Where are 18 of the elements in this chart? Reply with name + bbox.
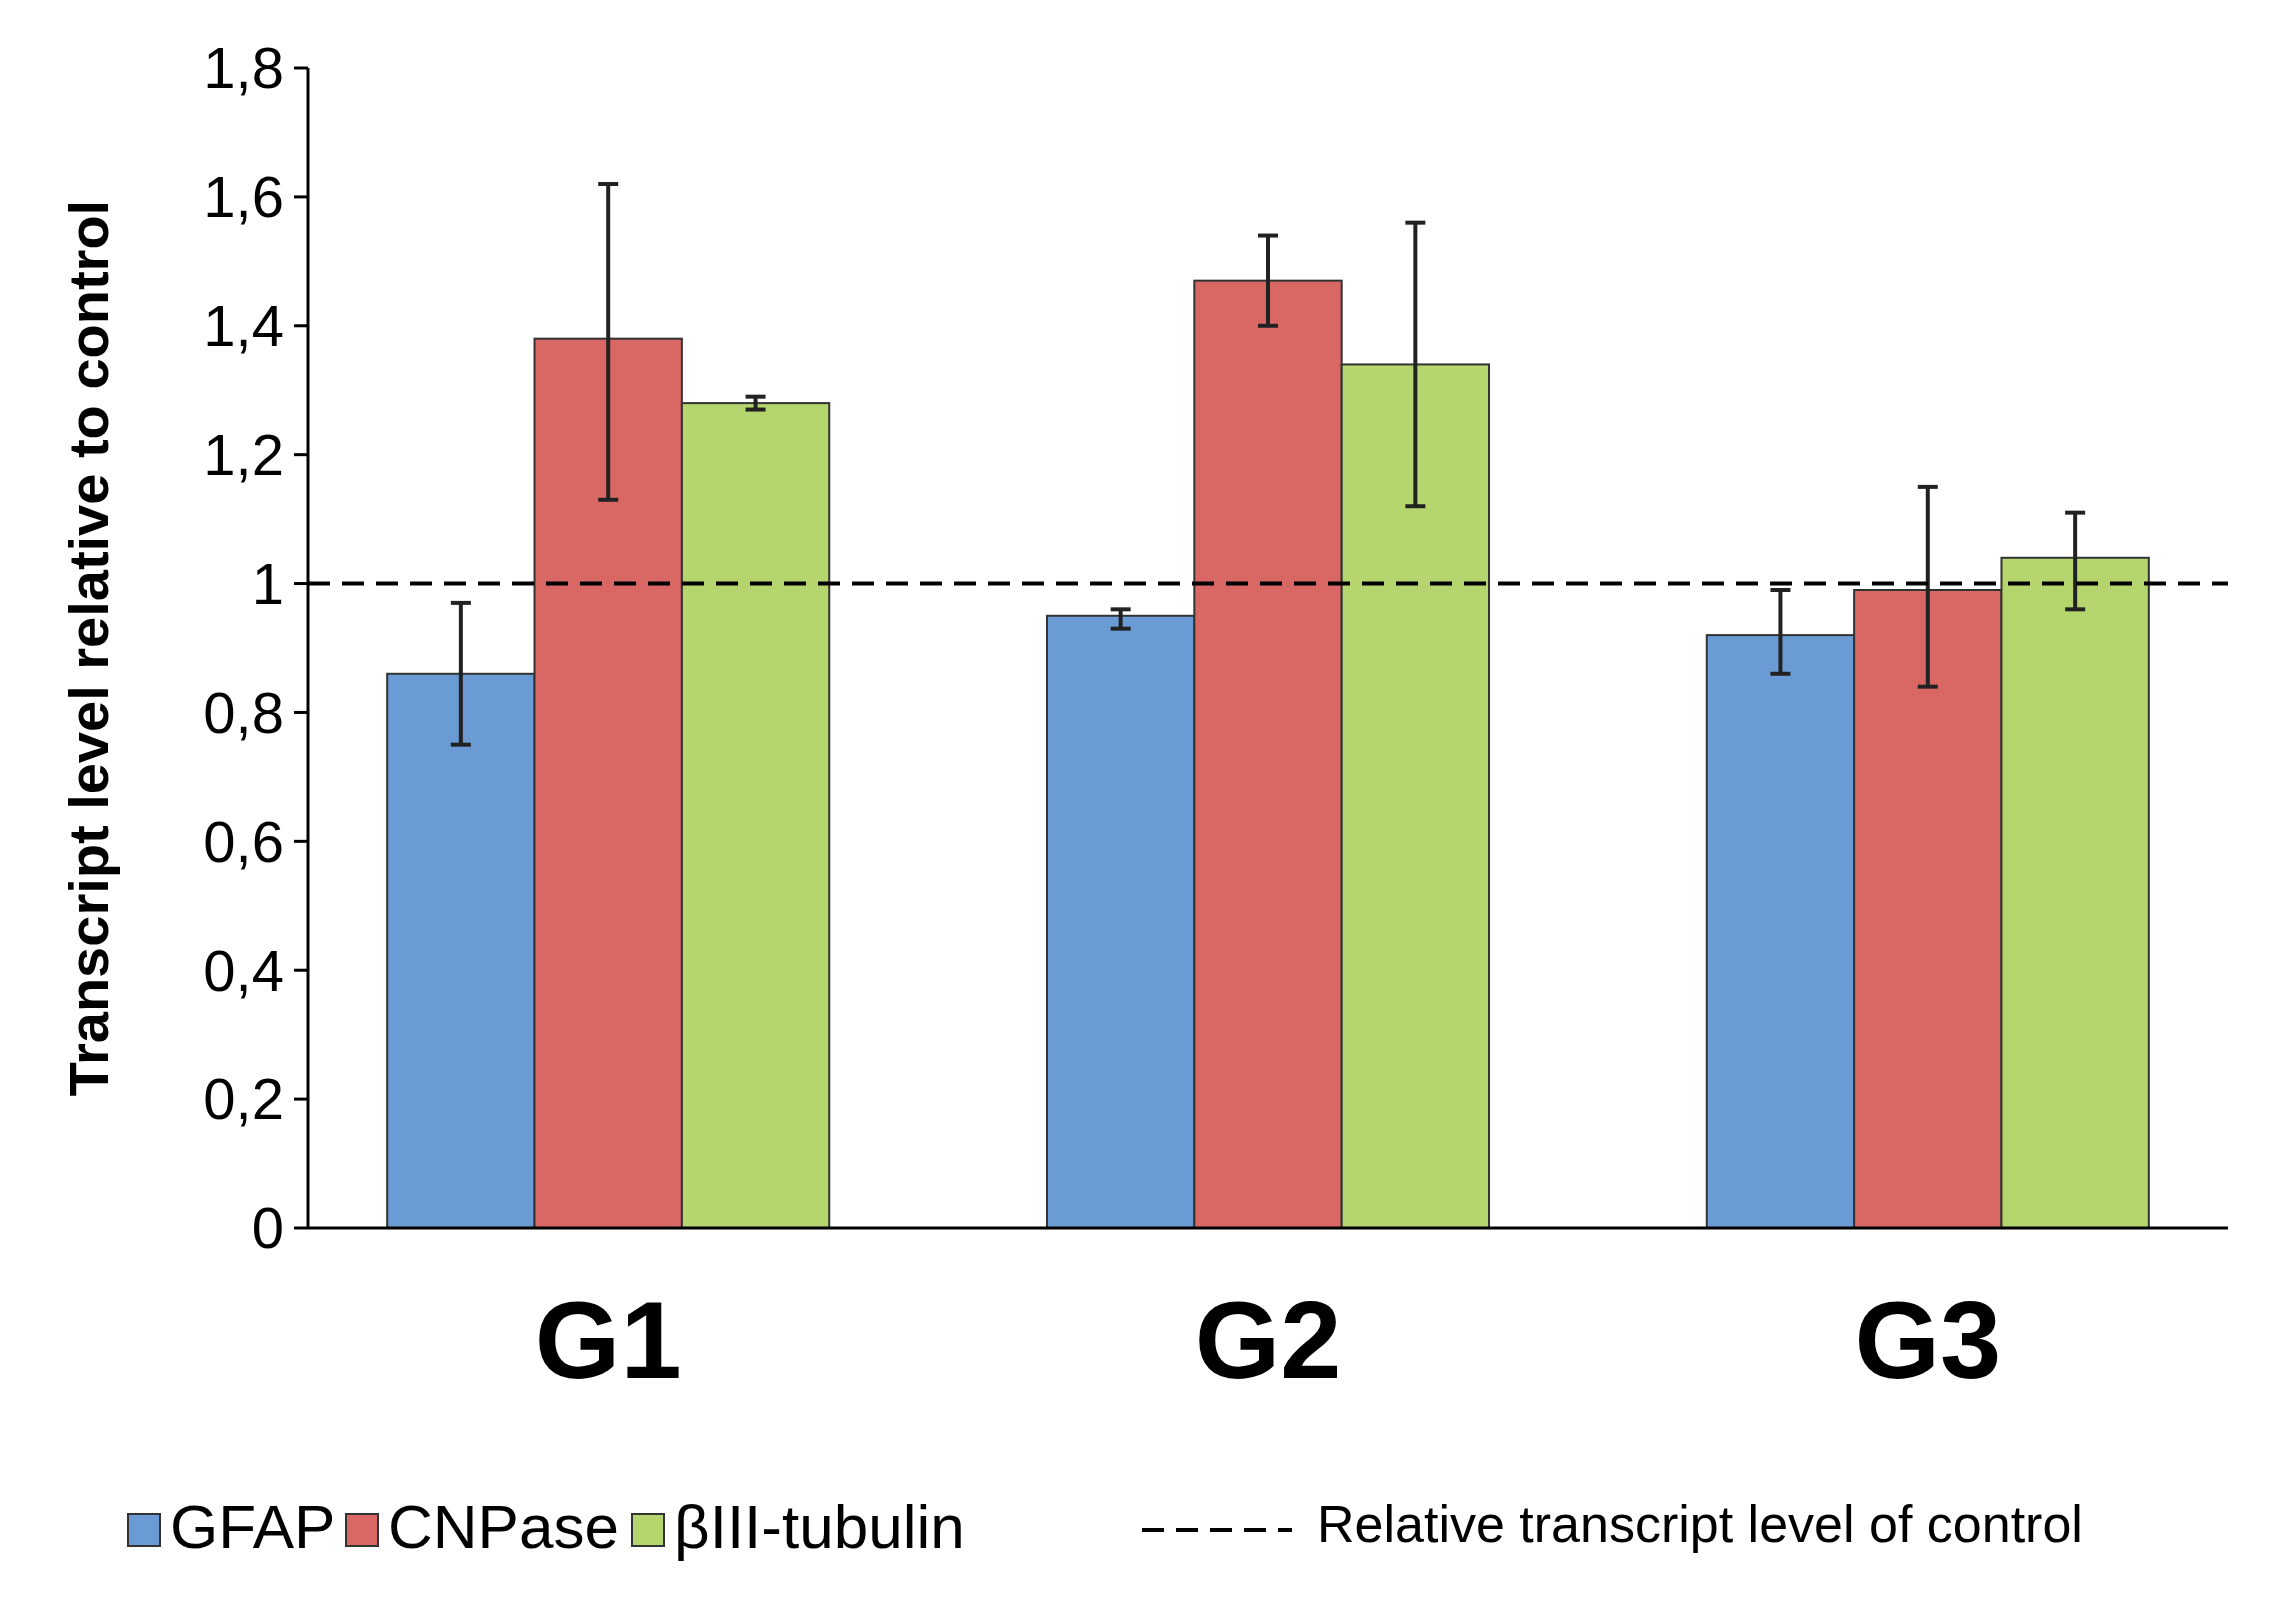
y-tick-label: 0,2 <box>203 1066 284 1132</box>
y-tick-label: 1,8 <box>203 35 284 101</box>
legend-label: Relative transcript level of control <box>1317 1495 2083 1553</box>
y-tick-label: 0,4 <box>203 937 284 1003</box>
y-tick-label: 1,4 <box>203 293 284 359</box>
y-tick-label: 1 <box>251 550 284 616</box>
legend-label: GFAP <box>170 1492 336 1561</box>
y-axis-title: Transcript level relative to control <box>57 199 120 1097</box>
y-tick-label: 0,6 <box>203 808 284 874</box>
y-tick-label: 1,6 <box>203 164 284 230</box>
x-tick-label: G3 <box>1854 1278 2002 1401</box>
x-tick-label: G2 <box>1194 1278 1342 1401</box>
legend-label: βIII-tubulin <box>674 1492 965 1561</box>
legend-label: CNPase <box>388 1492 619 1561</box>
x-tick-label: G1 <box>534 1278 682 1401</box>
y-tick-label: 0,8 <box>203 679 284 745</box>
y-tick-label: 0 <box>251 1195 284 1261</box>
y-tick-label: 1,2 <box>203 421 284 487</box>
